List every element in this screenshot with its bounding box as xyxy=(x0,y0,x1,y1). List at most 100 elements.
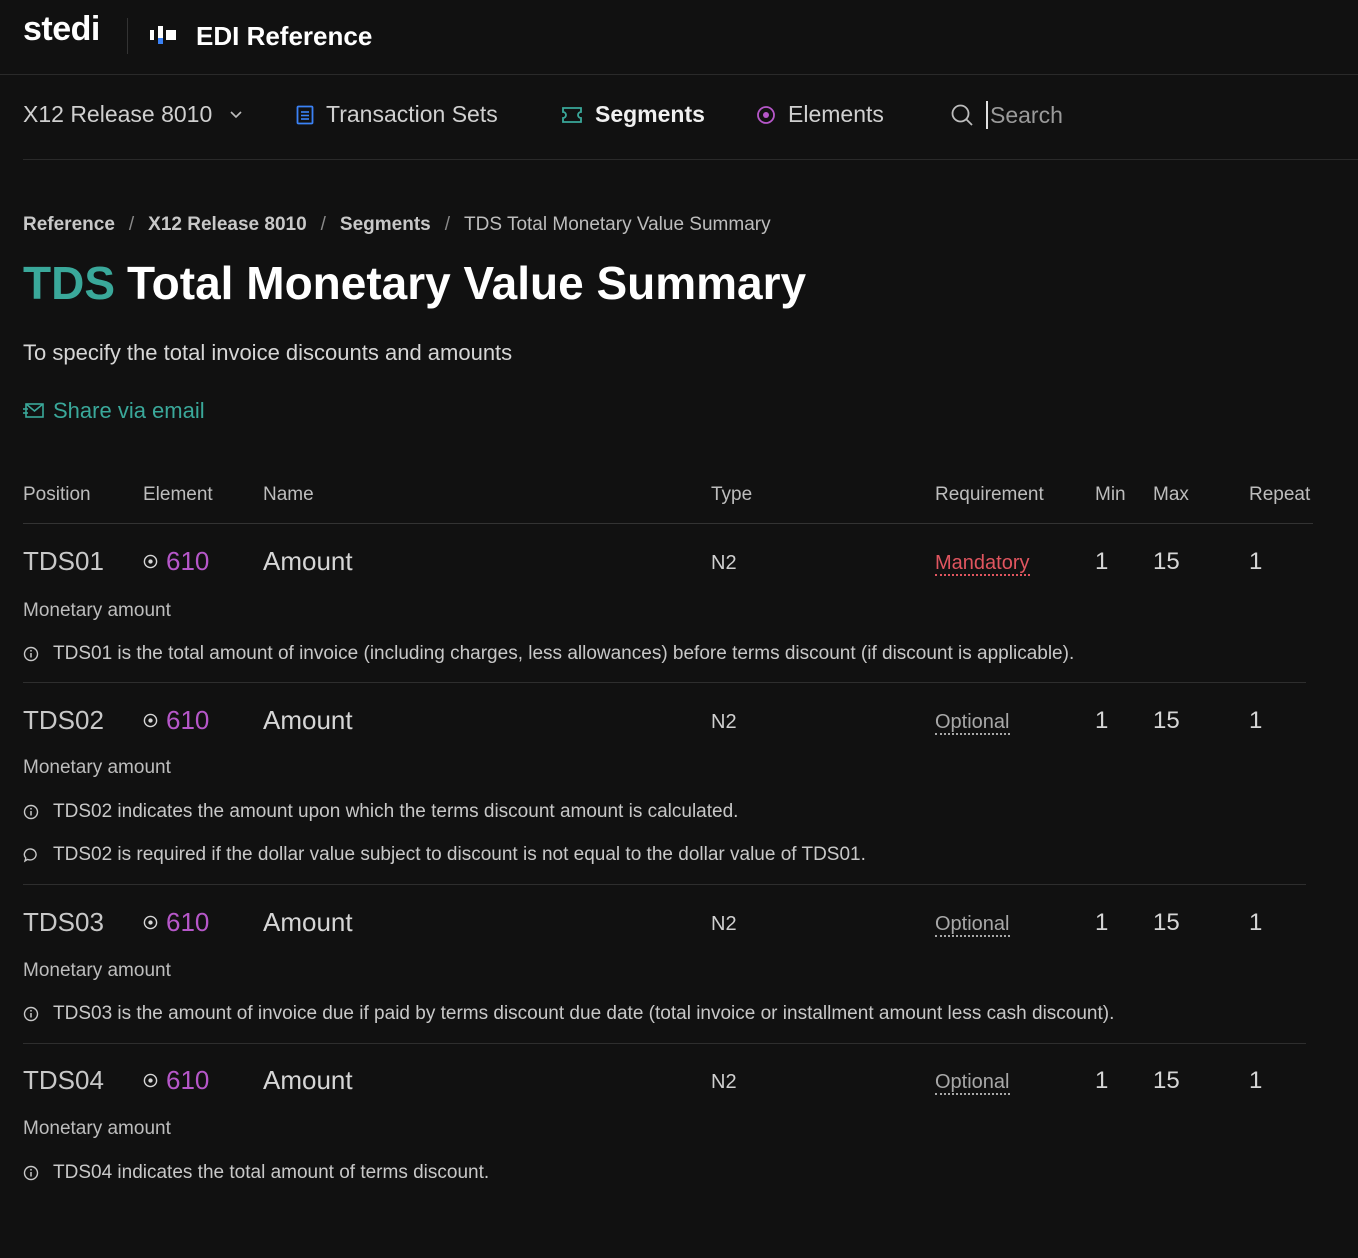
row-element-id: 610 xyxy=(166,705,210,735)
row-element-id: 610 xyxy=(166,907,210,937)
top-bar: stedi EDI Reference xyxy=(0,0,1358,75)
segment-code: TDS xyxy=(23,257,115,309)
target-icon xyxy=(143,713,158,728)
row-note: TDS02 is required if the dollar value su… xyxy=(23,844,866,866)
breadcrumb-separator: / xyxy=(128,214,135,235)
row-requirement[interactable]: Optional xyxy=(935,711,1010,735)
nav-transaction-sets-label: Transaction Sets xyxy=(326,101,498,127)
table-row: TDS01 610 Amount N2 Mandatory 1 15 1 Mon… xyxy=(23,540,1306,683)
row-note-text: TDS02 indicates the amount upon which th… xyxy=(53,801,739,822)
table-header: Position Element Name Type Requirement M… xyxy=(23,482,1313,524)
breadcrumb-reference[interactable]: Reference xyxy=(23,214,115,235)
row-name: Amount xyxy=(263,705,353,735)
row-name: Amount xyxy=(263,907,353,937)
nav-elements-label: Elements xyxy=(788,101,884,127)
row-element-id: 610 xyxy=(166,546,210,576)
breadcrumb-separator: / xyxy=(444,214,451,235)
row-requirement[interactable]: Optional xyxy=(935,1071,1010,1095)
row-description: Monetary amount xyxy=(23,960,171,981)
row-note: TDS03 is the amount of invoice due if pa… xyxy=(23,1003,1114,1025)
edi-reference-icon xyxy=(150,26,176,44)
row-position: TDS02 xyxy=(23,705,104,735)
table-row: TDS02 610 Amount N2 Optional 1 15 1 Mone… xyxy=(23,699,1306,885)
row-requirement[interactable]: Optional xyxy=(935,913,1010,937)
header-repeat: Repeat xyxy=(1249,484,1311,505)
row-description: Monetary amount xyxy=(23,600,171,621)
nav-segments[interactable]: Segments xyxy=(561,101,705,128)
row-max: 15 xyxy=(1153,548,1180,575)
release-selector[interactable]: X12 Release 8010 xyxy=(23,101,242,128)
share-label: Share via email xyxy=(53,398,205,423)
row-max: 15 xyxy=(1153,909,1180,936)
row-element-id: 610 xyxy=(166,1065,210,1095)
header-element: Element xyxy=(143,484,213,505)
row-description: Monetary amount xyxy=(23,1118,171,1139)
search-input[interactable] xyxy=(986,101,1286,129)
logo-divider xyxy=(127,18,128,54)
row-repeat: 1 xyxy=(1249,1067,1263,1094)
breadcrumb-segments[interactable]: Segments xyxy=(339,214,431,235)
search-icon xyxy=(951,104,973,126)
header-name: Name xyxy=(263,484,314,505)
target-icon xyxy=(757,105,775,124)
header-type: Type xyxy=(711,484,753,505)
header-position: Position xyxy=(23,484,91,505)
row-type: N2 xyxy=(711,913,737,935)
row-name: Amount xyxy=(263,546,353,576)
row-repeat: 1 xyxy=(1249,707,1263,734)
ticket-icon xyxy=(562,106,582,123)
row-position: TDS03 xyxy=(23,907,104,937)
row-max: 15 xyxy=(1153,1067,1180,1094)
info-icon xyxy=(23,804,39,820)
row-type: N2 xyxy=(711,711,737,733)
document-icon xyxy=(296,105,314,124)
header-max: Max xyxy=(1153,484,1189,505)
nav-bar: X12 Release 8010 Transaction Sets Segmen… xyxy=(23,75,1358,160)
row-element-link[interactable]: 610 xyxy=(143,546,209,577)
info-icon xyxy=(23,1165,39,1181)
breadcrumb: Reference / X12 Release 8010 / Segments … xyxy=(23,214,771,236)
share-via-email-link[interactable]: Share via email xyxy=(23,398,205,424)
info-icon xyxy=(23,1006,39,1022)
row-element-link[interactable]: 610 xyxy=(143,1065,209,1096)
nav-elements[interactable]: Elements xyxy=(756,101,884,128)
table-row: TDS03 610 Amount N2 Optional 1 15 1 Mone… xyxy=(23,901,1306,1044)
target-icon xyxy=(143,554,158,569)
target-icon xyxy=(143,1073,158,1088)
nav-transaction-sets[interactable]: Transaction Sets xyxy=(296,101,498,128)
row-note: TDS01 is the total amount of invoice (in… xyxy=(23,643,1074,665)
row-note: TDS04 indicates the total amount of term… xyxy=(23,1162,489,1184)
row-position: TDS04 xyxy=(23,1065,104,1095)
info-icon xyxy=(23,646,39,662)
row-description: Monetary amount xyxy=(23,757,171,778)
row-element-link[interactable]: 610 xyxy=(143,907,209,938)
search-box[interactable] xyxy=(950,101,1286,129)
breadcrumb-release[interactable]: X12 Release 8010 xyxy=(148,214,307,235)
row-note-text: TDS04 indicates the total amount of term… xyxy=(53,1162,490,1183)
row-requirement[interactable]: Mandatory xyxy=(935,552,1030,576)
row-type: N2 xyxy=(711,1071,737,1093)
comment-icon xyxy=(23,848,37,863)
header-requirement: Requirement xyxy=(935,484,1044,505)
row-note-text: TDS01 is the total amount of invoice (in… xyxy=(53,643,1075,664)
row-note-text: TDS02 is required if the dollar value su… xyxy=(53,844,866,865)
app-title[interactable]: EDI Reference xyxy=(196,21,373,51)
row-type: N2 xyxy=(711,552,737,574)
segment-name: Total Monetary Value Summary xyxy=(127,257,807,309)
row-name: Amount xyxy=(263,1065,353,1095)
row-min: 1 xyxy=(1095,707,1109,734)
row-min: 1 xyxy=(1095,1067,1109,1094)
table-row: TDS04 610 Amount N2 Optional 1 15 1 Mone… xyxy=(23,1059,1306,1202)
row-min: 1 xyxy=(1095,548,1109,575)
row-max: 15 xyxy=(1153,707,1180,734)
row-note-text: TDS03 is the amount of invoice due if pa… xyxy=(53,1003,1115,1024)
segment-purpose: To specify the total invoice discounts a… xyxy=(23,340,513,365)
mail-icon xyxy=(23,403,44,418)
breadcrumb-separator: / xyxy=(320,214,326,235)
row-element-link[interactable]: 610 xyxy=(143,705,209,736)
release-label: X12 Release 8010 xyxy=(23,101,213,127)
breadcrumb-current: TDS Total Monetary Value Summary xyxy=(464,214,771,235)
row-repeat: 1 xyxy=(1249,548,1263,575)
row-position: TDS01 xyxy=(23,546,104,576)
stedi-logo[interactable]: stedi xyxy=(23,10,100,48)
